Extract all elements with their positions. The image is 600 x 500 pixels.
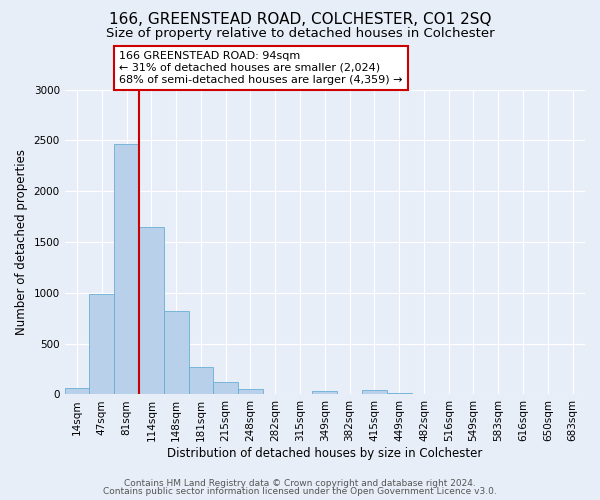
Bar bbox=[139, 227, 164, 394]
X-axis label: Distribution of detached houses by size in Colchester: Distribution of detached houses by size … bbox=[167, 447, 482, 460]
Bar bbox=[238, 390, 263, 394]
Text: Contains HM Land Registry data © Crown copyright and database right 2024.: Contains HM Land Registry data © Crown c… bbox=[124, 478, 476, 488]
Text: 166 GREENSTEAD ROAD: 94sqm
← 31% of detached houses are smaller (2,024)
68% of s: 166 GREENSTEAD ROAD: 94sqm ← 31% of deta… bbox=[119, 52, 403, 84]
Bar bbox=[164, 311, 188, 394]
Bar bbox=[387, 393, 412, 394]
Text: 166, GREENSTEAD ROAD, COLCHESTER, CO1 2SQ: 166, GREENSTEAD ROAD, COLCHESTER, CO1 2S… bbox=[109, 12, 491, 28]
Bar bbox=[89, 294, 114, 394]
Bar bbox=[65, 388, 89, 394]
Y-axis label: Number of detached properties: Number of detached properties bbox=[15, 149, 28, 335]
Text: Size of property relative to detached houses in Colchester: Size of property relative to detached ho… bbox=[106, 28, 494, 40]
Bar bbox=[188, 367, 214, 394]
Text: Contains public sector information licensed under the Open Government Licence v3: Contains public sector information licen… bbox=[103, 487, 497, 496]
Bar bbox=[114, 144, 139, 394]
Bar bbox=[214, 382, 238, 394]
Bar bbox=[362, 390, 387, 394]
Bar bbox=[313, 392, 337, 394]
